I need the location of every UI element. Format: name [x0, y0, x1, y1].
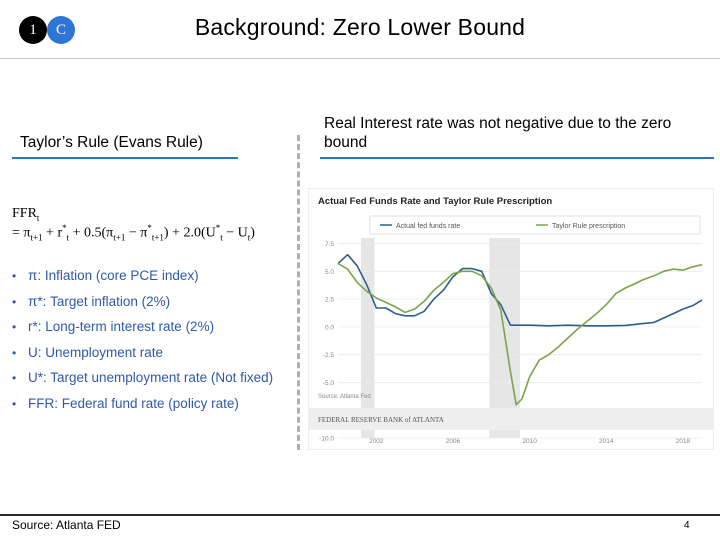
section-badge-letter: C — [47, 16, 75, 44]
chart-title: Actual Fed Funds Rate and Taylor Rule Pr… — [318, 196, 552, 207]
x-tick-label: 2002 — [369, 438, 384, 445]
x-tick-label: 2018 — [676, 438, 691, 445]
chart-legend-box — [369, 215, 701, 235]
formula-line-2: = πt+1 + r*t + 0.5(πt+1 − π*t+1) + 2.0(U… — [12, 222, 255, 243]
chart-source-note: Source: Atlanta Fed — [318, 394, 371, 400]
column-divider — [297, 135, 300, 450]
taylor-rule-formula: FFRt = πt+1 + r*t + 0.5(πt+1 − π*t+1) + … — [12, 206, 302, 246]
y-tick-label: 0.0 — [325, 324, 334, 331]
taylor-rule-chart: Actual Fed Funds Rate and Taylor Rule Pr… — [308, 188, 714, 450]
list-item: • π: Inflation (core PCE index) — [12, 268, 199, 283]
list-item: • FFR: Federal fund rate (policy rate) — [12, 395, 239, 411]
y-tick-label: -5.0 — [323, 380, 335, 387]
y-tick-label: -10.0 — [319, 436, 334, 443]
y-tick-label: 2.5 — [325, 297, 334, 304]
x-tick-labels: 2002 2006 2010 2014 2018 — [369, 438, 690, 445]
slide-title: Background: Zero Lower Bound — [194, 14, 526, 40]
list-item: • r*: Long-term interest rate (2%) — [12, 319, 215, 334]
chart-gridlines — [338, 243, 702, 439]
y-tick-label: 5.0 — [325, 269, 334, 276]
y-tick-label: -2.5 — [323, 352, 335, 359]
right-heading-underline — [320, 157, 714, 159]
y-tick-label: 7.5 — [325, 241, 334, 248]
footer-divider — [0, 514, 720, 516]
x-tick-label: 2006 — [446, 438, 461, 445]
left-heading-underline — [12, 157, 238, 159]
page-number: 4 — [684, 520, 690, 531]
legend-label-taylor: Taylor Rule prescription — [552, 223, 625, 230]
series-line-taylor-rule-prescription — [337, 262, 703, 406]
variable-list: • π: Inflation (core PCE index) • π*: Targ… — [12, 268, 302, 421]
header-divider — [0, 58, 720, 59]
chart-footer-text: FEDERAL RESERVE BANK of ATLANTA — [318, 416, 444, 424]
section-badge-number: 1 — [19, 16, 47, 44]
x-tick-label: 2010 — [522, 438, 537, 445]
chart-footer-band — [308, 408, 714, 430]
list-item: • U: Unemployment rate — [12, 344, 164, 360]
source-citation: Source: Atlanta FED — [12, 518, 121, 532]
list-item: • π*: Target inflation (2%) — [12, 293, 171, 309]
chart-series — [337, 253, 703, 406]
list-item: • U*: Target unemployment rate (Not fixed… — [12, 370, 274, 385]
legend-label-actual: Actual fed funds rate — [396, 223, 460, 230]
x-tick-label: 2014 — [599, 438, 614, 445]
right-heading: Real Interest rate was not negative due … — [324, 115, 672, 151]
left-heading: Taylor’s Rule (Evans Rule) — [20, 134, 203, 151]
formula-line-1: FFRt — [12, 206, 40, 223]
